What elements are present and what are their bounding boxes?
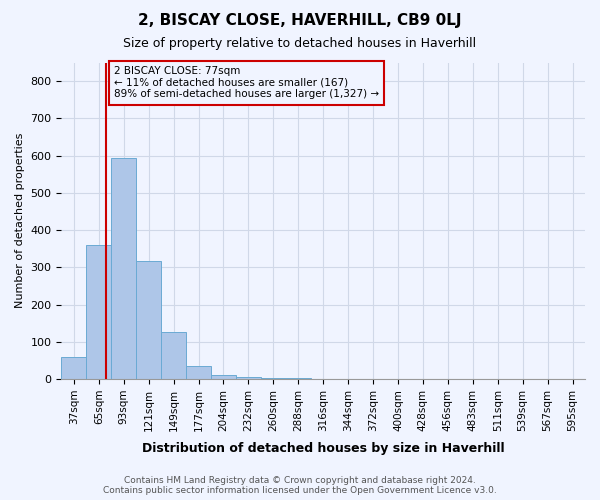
Y-axis label: Number of detached properties: Number of detached properties <box>15 133 25 308</box>
Bar <box>261 378 286 379</box>
Text: Contains HM Land Registry data © Crown copyright and database right 2024.
Contai: Contains HM Land Registry data © Crown c… <box>103 476 497 495</box>
Bar <box>236 377 261 379</box>
Bar <box>111 158 136 379</box>
Text: Size of property relative to detached houses in Haverhill: Size of property relative to detached ho… <box>124 38 476 51</box>
X-axis label: Distribution of detached houses by size in Haverhill: Distribution of detached houses by size … <box>142 442 505 455</box>
Bar <box>61 356 86 379</box>
Bar <box>136 261 161 379</box>
Bar <box>186 366 211 379</box>
Bar <box>161 332 186 379</box>
Bar <box>211 376 236 379</box>
Bar <box>286 378 311 379</box>
Text: 2 BISCAY CLOSE: 77sqm
← 11% of detached houses are smaller (167)
89% of semi-det: 2 BISCAY CLOSE: 77sqm ← 11% of detached … <box>114 66 379 100</box>
Bar <box>86 245 111 379</box>
Text: 2, BISCAY CLOSE, HAVERHILL, CB9 0LJ: 2, BISCAY CLOSE, HAVERHILL, CB9 0LJ <box>138 12 462 28</box>
